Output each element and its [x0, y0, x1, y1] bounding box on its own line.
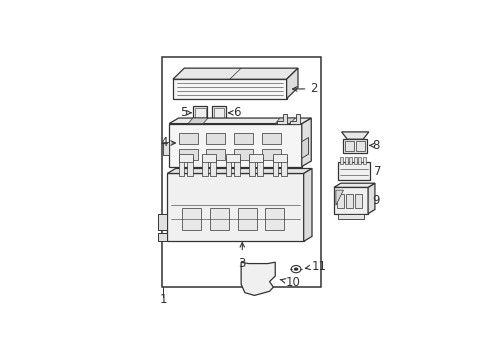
Bar [346, 194, 352, 208]
Bar [353, 157, 356, 164]
Bar [202, 154, 216, 162]
Circle shape [293, 267, 298, 271]
Text: 1: 1 [160, 293, 167, 306]
Polygon shape [301, 138, 308, 158]
Bar [206, 133, 225, 144]
Bar [213, 108, 224, 118]
Bar [233, 157, 239, 176]
Bar [355, 141, 365, 151]
Text: 7: 7 [373, 165, 381, 178]
Bar [186, 157, 192, 176]
Bar [206, 149, 225, 159]
Bar [182, 208, 201, 230]
Bar [265, 208, 284, 230]
Polygon shape [275, 118, 295, 123]
Bar [210, 157, 216, 176]
Bar [178, 133, 197, 144]
Bar [344, 157, 347, 164]
Polygon shape [367, 183, 374, 214]
Polygon shape [341, 132, 368, 139]
Text: 3: 3 [238, 257, 245, 270]
Bar [225, 157, 231, 176]
Bar [337, 214, 364, 219]
Bar [339, 157, 343, 164]
Bar [345, 141, 353, 151]
Polygon shape [158, 214, 167, 230]
Bar [233, 149, 252, 159]
Polygon shape [173, 68, 297, 79]
Text: 9: 9 [372, 194, 379, 207]
Polygon shape [167, 168, 311, 174]
Polygon shape [158, 233, 167, 242]
Bar [348, 157, 351, 164]
Polygon shape [188, 118, 207, 123]
Bar [261, 133, 280, 144]
Polygon shape [169, 118, 311, 123]
Bar [337, 162, 369, 180]
Text: 5: 5 [180, 106, 187, 119]
Bar [272, 154, 286, 162]
Bar [233, 133, 252, 144]
Text: 2: 2 [309, 82, 317, 95]
Bar [178, 157, 184, 176]
Bar [362, 157, 365, 164]
Polygon shape [333, 187, 367, 214]
Bar [354, 194, 361, 208]
Polygon shape [290, 114, 299, 123]
Polygon shape [286, 68, 297, 99]
Bar [193, 106, 207, 120]
Text: 4: 4 [161, 136, 168, 149]
Polygon shape [173, 79, 286, 99]
Bar [202, 157, 207, 176]
Polygon shape [303, 168, 311, 242]
Polygon shape [241, 262, 275, 296]
Bar [178, 149, 197, 159]
Polygon shape [277, 114, 286, 123]
Polygon shape [163, 141, 169, 156]
Text: 11: 11 [311, 260, 325, 273]
Polygon shape [335, 190, 343, 205]
Bar [161, 57, 320, 287]
Bar [358, 157, 361, 164]
Bar [248, 157, 254, 176]
Bar [261, 149, 280, 159]
Text: 10: 10 [285, 276, 300, 289]
Bar [210, 208, 228, 230]
Bar [237, 208, 256, 230]
Text: 8: 8 [372, 139, 379, 152]
Polygon shape [333, 183, 374, 187]
Polygon shape [167, 174, 303, 242]
Bar [178, 154, 192, 162]
Text: 6: 6 [233, 106, 241, 119]
Bar [225, 154, 239, 162]
Polygon shape [180, 138, 191, 149]
Polygon shape [343, 139, 366, 153]
Bar [336, 194, 343, 208]
Polygon shape [301, 118, 311, 167]
Bar [280, 157, 286, 176]
Bar [257, 157, 263, 176]
Polygon shape [169, 123, 301, 167]
Bar [248, 154, 263, 162]
Bar [195, 108, 205, 118]
Bar [211, 106, 226, 120]
Bar [272, 157, 278, 176]
